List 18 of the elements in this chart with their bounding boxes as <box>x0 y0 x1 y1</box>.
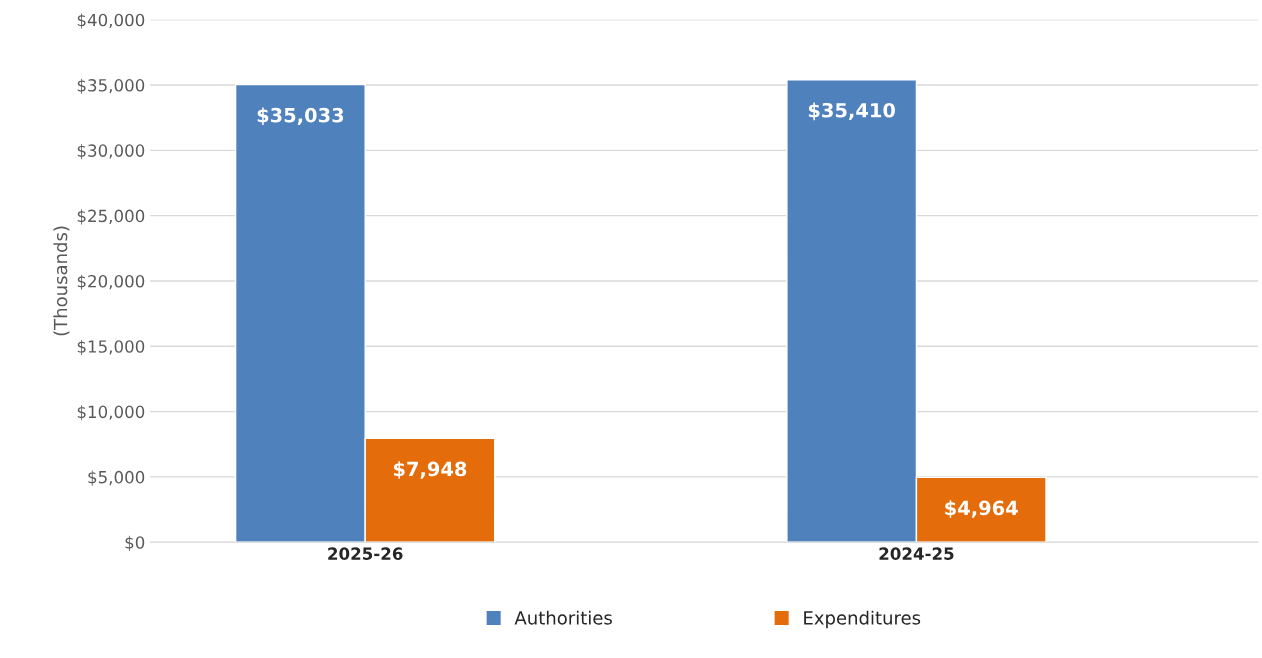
data-label: $35,410 <box>808 102 896 121</box>
y-tick-label: $15,000 <box>77 339 145 356</box>
y-tick-label: $0 <box>125 535 145 551</box>
data-label: $7,948 <box>393 461 467 479</box>
data-label: $35,033 <box>257 107 344 126</box>
y-tick-label: $35,000 <box>77 78 145 94</box>
data-label: $4,964 <box>945 500 1018 518</box>
y-tick-label: $20,000 <box>77 274 145 290</box>
y-axis-title: (Thousands) <box>53 226 70 336</box>
x-tick-label: 2024-25 <box>879 547 954 560</box>
y-tick-label: $40,000 <box>77 13 145 29</box>
y-tick-label: $5,000 <box>88 470 145 486</box>
y-tick-label: $25,000 <box>77 209 145 225</box>
y-tick-label: $30,000 <box>77 144 145 160</box>
legend-label: Authorities <box>514 610 612 625</box>
y-tick-label: $10,000 <box>77 405 145 421</box>
x-tick-label: 2025-26 <box>328 547 403 560</box>
legend-label: Expenditures <box>804 610 921 629</box>
